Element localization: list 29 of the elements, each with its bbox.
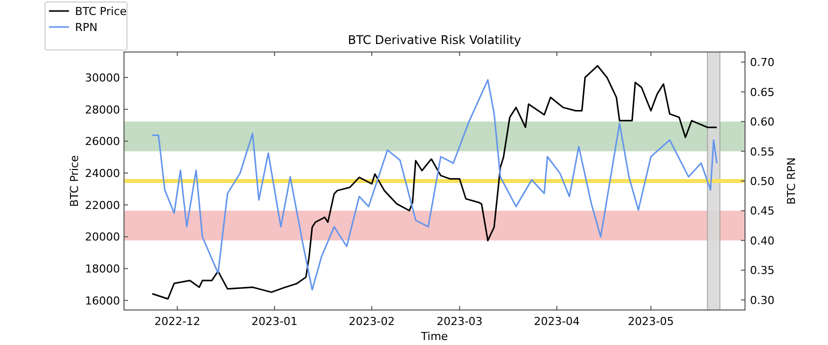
y-tick-label: 16000 [85, 294, 120, 308]
y2-tick-label: 0.30 [750, 294, 774, 307]
y2-tick-label: 0.40 [750, 234, 774, 248]
y2-tick-label: 0.65 [750, 86, 774, 99]
x-tick-label: 2023-05 [628, 315, 674, 328]
y-tick-label: 30000 [85, 71, 120, 84]
y-tick-label: 18000 [85, 262, 120, 276]
y-tick-label: 22000 [85, 198, 120, 212]
y2-axis-title: BTC RPN [785, 157, 798, 205]
legend-label: RPN [75, 21, 98, 34]
x-tick-label: 2023-03 [436, 315, 483, 328]
chart-title: BTC Derivative Risk Volatility [348, 33, 522, 47]
y2-tick-label: 0.45 [750, 204, 774, 218]
x-tick-label: 2023-01 [252, 315, 298, 328]
x-axis-title: Time [420, 330, 448, 343]
x-tick-label: 2022-12 [154, 315, 200, 328]
y-tick-label: 24000 [85, 167, 120, 180]
x-tick-label: 2023-04 [534, 315, 580, 328]
x-tick-label: 2023-02 [348, 315, 395, 328]
y-axis-title: BTC Price [68, 154, 81, 207]
legend-label: BTC Price [75, 5, 127, 18]
y2-tick-label: 0.35 [750, 264, 774, 278]
y2-tick-label: 0.60 [750, 116, 774, 129]
y2-tick-label: 0.55 [750, 145, 774, 158]
y-tick-label: 26000 [85, 135, 120, 148]
y2-tick-label: 0.70 [750, 56, 774, 70]
y-tick-label: 28000 [85, 103, 120, 116]
y2-tick-label: 0.50 [750, 175, 774, 188]
y-tick-label: 20000 [85, 230, 120, 244]
